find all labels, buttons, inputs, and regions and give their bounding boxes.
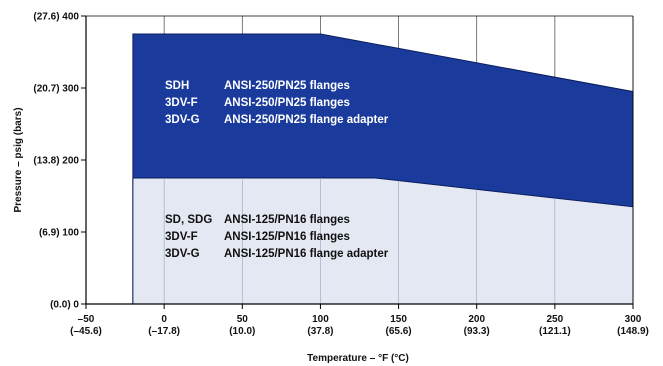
ansi-125-label-rating: ANSI-125/PN16 flanges — [224, 231, 350, 243]
y-tick-label: (0.0) 0 — [50, 300, 79, 311]
y-tick-label: (13.8) 200 — [33, 156, 79, 167]
region-labels: SDH ANSI-250/PN25 flanges 3DV-F ANSI-250/PN… — [165, 80, 389, 260]
x-tick-label-celsius: (37.8) — [307, 326, 333, 337]
x-tick-label: 150 — [390, 314, 407, 325]
ansi-125-label-rating: ANSI-125/PN16 flange adapter — [224, 248, 389, 260]
tick-labels: (0.0) 0 (6.9) 100 (13.8) 200 (20.7) 300 (27.… — [33, 12, 648, 338]
axes — [81, 15, 634, 309]
x-tick-label-celsius: (10.0) — [229, 326, 255, 337]
ansi-250-label-rating: ANSI-250/PN25 flanges — [224, 97, 350, 109]
ansi-250-label-rating: ANSI-250/PN25 flanges — [224, 80, 350, 92]
x-tick-label: 50 — [237, 314, 249, 325]
x-tick-label: –50 — [78, 314, 95, 325]
x-tick-label-celsius: (148.9) — [617, 326, 649, 337]
ansi-125-label-model: 3DV-F — [165, 231, 198, 243]
x-tick-label-celsius: (93.3) — [464, 326, 490, 337]
y-tick-label: (6.9) 100 — [39, 228, 79, 239]
rating-areas — [132, 33, 634, 305]
x-tick-label: 100 — [312, 314, 329, 325]
ansi-125-label-model: SD, SDG — [165, 214, 212, 226]
x-tick-label: 200 — [468, 314, 485, 325]
x-tick-label-celsius: (65.6) — [386, 326, 412, 337]
y-tick-label: (20.7) 300 — [33, 84, 79, 95]
ansi-125-label-rating: ANSI-125/PN16 flanges — [224, 214, 350, 226]
x-tick-label-celsius: (–45.6) — [70, 326, 102, 337]
y-tick-label: (27.6) 400 — [33, 12, 79, 23]
x-tick-label: 0 — [161, 314, 167, 325]
ansi-250-label-model: 3DV-F — [165, 97, 198, 109]
ansi-125-label-model: 3DV-G — [165, 248, 200, 260]
x-tick-label-celsius: (121.1) — [539, 326, 571, 337]
ansi-250-label-model: 3DV-G — [165, 114, 200, 126]
ansi-250-label-model: SDH — [165, 80, 189, 92]
x-tick-label-celsius: (–17.8) — [148, 326, 180, 337]
x-tick-label: 300 — [625, 314, 642, 325]
x-tick-label: 250 — [547, 314, 564, 325]
y-axis-title: Pressure – psig (bars) — [13, 107, 24, 212]
x-axis-title: Temperature – °F (°C) — [307, 353, 409, 364]
ansi-250-label-rating: ANSI-250/PN25 flange adapter — [224, 114, 389, 126]
